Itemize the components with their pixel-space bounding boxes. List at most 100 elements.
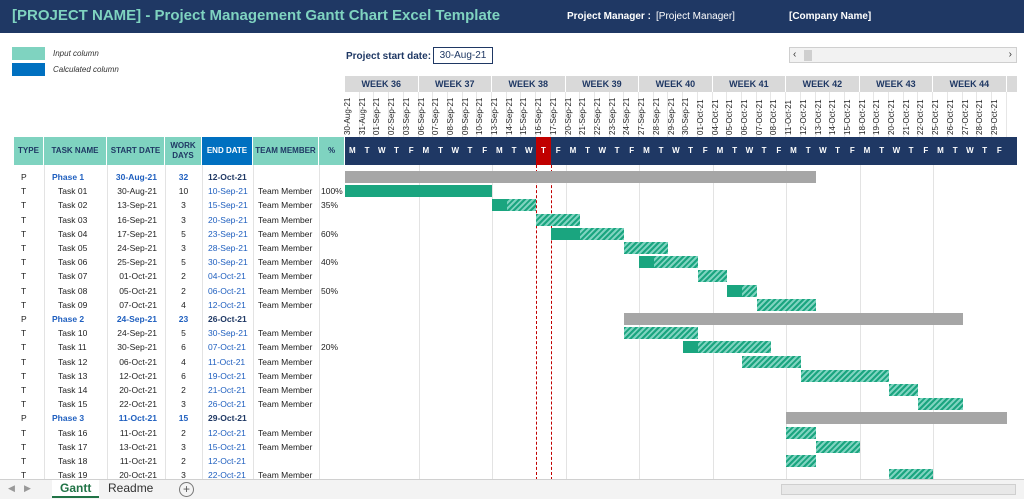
- timeline-scrollbar[interactable]: ‹ ›: [789, 47, 1017, 63]
- cell-member[interactable]: Team Member: [258, 271, 313, 282]
- cell-work[interactable]: 3: [181, 214, 186, 225]
- cell-start[interactable]: 25-Sep-21: [117, 257, 157, 268]
- cell-member[interactable]: Team Member: [258, 285, 313, 296]
- cell-work[interactable]: 3: [181, 399, 186, 410]
- cell-type[interactable]: T: [21, 186, 27, 197]
- cell-name[interactable]: Task 08: [58, 285, 88, 296]
- cell-member[interactable]: Team Member: [258, 356, 313, 367]
- cell-work[interactable]: 3: [181, 200, 186, 211]
- task-row[interactable]: T Task 05 24-Sep-21 3 28-Sep-21 Team Member: [14, 241, 1017, 255]
- cell-end[interactable]: 10-Sep-21: [208, 186, 248, 197]
- cell-work[interactable]: 32: [178, 172, 189, 182]
- cell-work[interactable]: 3: [181, 441, 186, 452]
- scroll-left-icon[interactable]: ‹: [793, 49, 797, 60]
- project-start-input[interactable]: 30-Aug-21: [433, 47, 493, 64]
- task-row[interactable]: T Task 03 16-Sep-21 3 20-Sep-21 Team Member: [14, 213, 1017, 227]
- phase-row[interactable]: P Phase 1 30-Aug-21 32 12-Oct-21: [14, 170, 1017, 184]
- cell-end[interactable]: 15-Sep-21: [208, 200, 248, 211]
- cell-end[interactable]: 26-Oct-21: [208, 314, 247, 324]
- cell-pct[interactable]: 20%: [321, 342, 339, 353]
- cell-type[interactable]: T: [21, 257, 27, 268]
- cell-end[interactable]: 07-Oct-21: [208, 342, 246, 353]
- cell-name[interactable]: Task 06: [58, 257, 88, 268]
- cell-work[interactable]: 10: [178, 186, 189, 197]
- cell-end[interactable]: 22-Oct-21: [208, 470, 246, 481]
- cell-member[interactable]: Team Member: [258, 228, 313, 239]
- cell-end[interactable]: 23-Sep-21: [208, 228, 248, 239]
- task-row[interactable]: T Task 19 20-Oct-21 3 22-Oct-21 Team Member: [14, 468, 1017, 482]
- cell-work[interactable]: 23: [178, 314, 189, 324]
- task-row[interactable]: T Task 15 22-Oct-21 3 26-Oct-21 Team Member: [14, 397, 1017, 411]
- cell-pct[interactable]: 40%: [321, 257, 339, 268]
- phase-row[interactable]: P Phase 2 24-Sep-21 23 26-Oct-21: [14, 312, 1017, 326]
- cell-end[interactable]: 11-Oct-21: [208, 356, 246, 367]
- cell-name[interactable]: Task 13: [58, 370, 88, 381]
- cell-start[interactable]: 13-Sep-21: [117, 200, 157, 211]
- cell-end[interactable]: 04-Oct-21: [208, 271, 246, 282]
- cell-member[interactable]: Team Member: [258, 257, 313, 268]
- cell-type[interactable]: T: [21, 285, 27, 296]
- cell-pct[interactable]: 50%: [321, 285, 339, 296]
- cell-start[interactable]: 13-Oct-21: [119, 441, 157, 452]
- task-row[interactable]: T Task 14 20-Oct-21 2 21-Oct-21 Team Member: [14, 383, 1017, 397]
- task-row[interactable]: T Task 18 11-Oct-21 2 12-Oct-21: [14, 454, 1017, 468]
- cell-name[interactable]: Task 01: [58, 186, 88, 197]
- sheet-horizontal-scrollbar[interactable]: [781, 484, 1016, 495]
- project-manager-value[interactable]: [Project Manager]: [656, 11, 735, 22]
- cell-end[interactable]: 15-Oct-21: [208, 441, 246, 452]
- cell-type[interactable]: T: [21, 342, 27, 353]
- cell-start[interactable]: 11-Oct-21: [118, 413, 157, 424]
- cell-name[interactable]: Phase 2: [52, 314, 85, 324]
- cell-type[interactable]: P: [21, 314, 27, 324]
- cell-work[interactable]: 6: [181, 370, 186, 381]
- cell-work[interactable]: 2: [181, 427, 186, 438]
- cell-type[interactable]: T: [21, 299, 27, 310]
- task-row[interactable]: T Task 04 17-Sep-21 5 23-Sep-21 Team Member 60…: [14, 227, 1017, 241]
- add-sheet-icon[interactable]: +: [179, 482, 194, 497]
- cell-work[interactable]: 2: [181, 385, 186, 395]
- task-row[interactable]: T Task 17 13-Oct-21 3 15-Oct-21 Team Member: [14, 440, 1017, 454]
- task-row[interactable]: T Task 02 13-Sep-21 3 15-Sep-21 Team Member 35…: [14, 198, 1017, 212]
- company-name[interactable]: [Company Name]: [789, 11, 872, 22]
- cell-end[interactable]: 06-Oct-21: [208, 285, 246, 296]
- tab-readme[interactable]: Readme: [108, 481, 154, 495]
- cell-type[interactable]: T: [21, 399, 27, 410]
- cell-name[interactable]: Task 09: [58, 299, 88, 310]
- cell-member[interactable]: Team Member: [258, 342, 313, 353]
- cell-name[interactable]: Task 05: [58, 243, 88, 253]
- cell-pct[interactable]: 100%: [321, 186, 343, 197]
- cell-start[interactable]: 06-Oct-21: [119, 356, 157, 367]
- cell-work[interactable]: 5: [181, 257, 186, 268]
- cell-start[interactable]: 24-Sep-21: [117, 243, 157, 253]
- cell-member[interactable]: Team Member: [258, 385, 313, 395]
- cell-start[interactable]: 24-Sep-21: [116, 314, 157, 324]
- cell-start[interactable]: 12-Oct-21: [119, 370, 157, 381]
- cell-name[interactable]: Task 17: [58, 441, 88, 452]
- cell-start[interactable]: 17-Sep-21: [117, 228, 157, 239]
- cell-end[interactable]: 19-Oct-21: [208, 370, 246, 381]
- cell-type[interactable]: T: [21, 271, 27, 282]
- scroll-thumb[interactable]: [804, 50, 812, 61]
- cell-type[interactable]: T: [21, 243, 27, 253]
- cell-end[interactable]: 21-Oct-21: [208, 385, 246, 395]
- cell-end[interactable]: 26-Oct-21: [208, 399, 246, 410]
- cell-work[interactable]: 3: [181, 470, 186, 481]
- cell-work[interactable]: 2: [181, 285, 186, 296]
- task-row[interactable]: T Task 06 25-Sep-21 5 30-Sep-21 Team Member 40…: [14, 255, 1017, 269]
- cell-end[interactable]: 12-Oct-21: [208, 172, 247, 182]
- cell-end[interactable]: 30-Sep-21: [208, 257, 248, 268]
- cell-type[interactable]: T: [21, 456, 27, 466]
- cell-name[interactable]: Task 10: [58, 328, 88, 339]
- cell-name[interactable]: Task 12: [58, 356, 88, 367]
- task-row[interactable]: T Task 16 11-Oct-21 2 12-Oct-21 Team Member: [14, 426, 1017, 440]
- cell-end[interactable]: 28-Sep-21: [208, 243, 248, 253]
- cell-type[interactable]: T: [21, 200, 27, 211]
- sheet-prev-icon[interactable]: ◀: [8, 483, 15, 493]
- task-row[interactable]: T Task 07 01-Oct-21 2 04-Oct-21 Team Member: [14, 269, 1017, 283]
- cell-work[interactable]: 4: [181, 299, 186, 310]
- task-row[interactable]: T Task 13 12-Oct-21 6 19-Oct-21 Team Member: [14, 369, 1017, 383]
- cell-name[interactable]: Phase 1: [52, 172, 85, 182]
- cell-member[interactable]: Team Member: [258, 328, 313, 339]
- task-row[interactable]: T Task 08 05-Oct-21 2 06-Oct-21 Team Member 50…: [14, 284, 1017, 298]
- cell-name[interactable]: Task 04: [58, 228, 88, 239]
